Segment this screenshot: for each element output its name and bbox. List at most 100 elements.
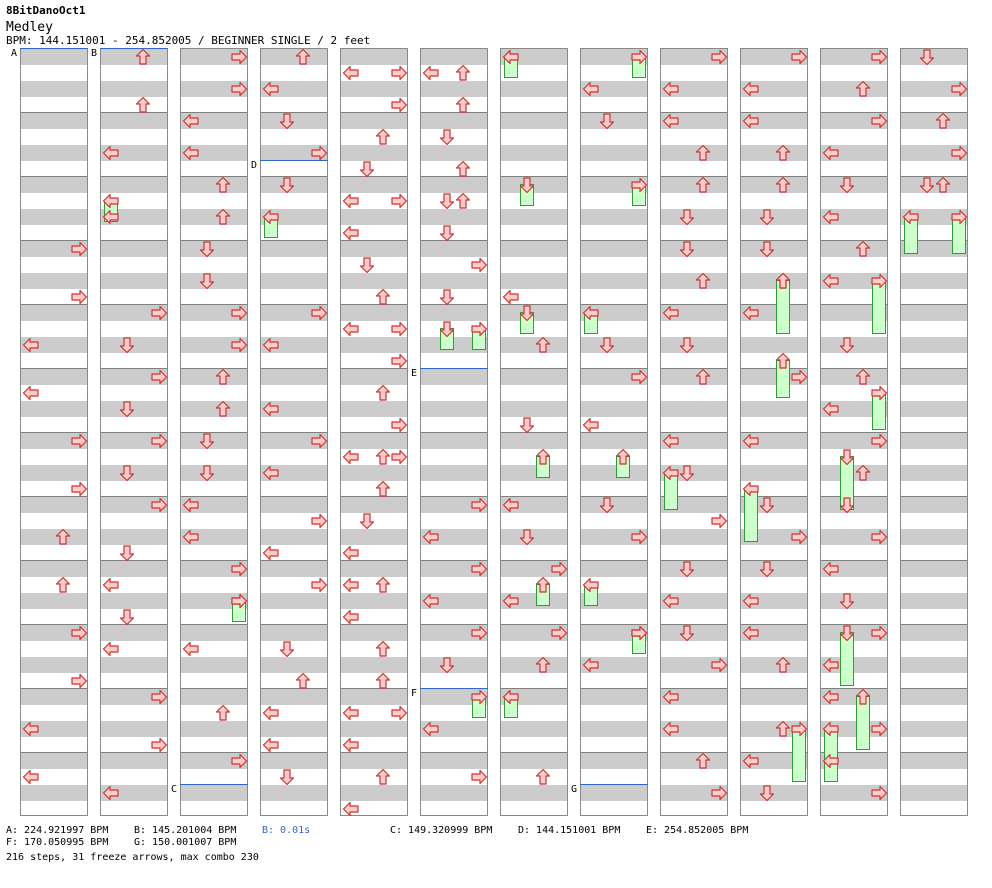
measure-line xyxy=(741,432,807,433)
arrow-down-icon xyxy=(439,225,455,242)
measure-line xyxy=(501,304,567,305)
arrow-left-icon xyxy=(822,273,839,289)
arrow-left-icon xyxy=(582,657,599,673)
measure-line xyxy=(501,560,567,561)
arrow-right-icon xyxy=(551,561,568,577)
measure-line xyxy=(181,240,247,241)
measure-line xyxy=(741,688,807,689)
measure-line xyxy=(661,176,727,177)
measure-line xyxy=(821,688,887,689)
arrow-right-icon xyxy=(871,625,888,641)
arrow-down-icon xyxy=(279,641,295,658)
arrow-up-icon xyxy=(375,288,391,305)
arrow-right-icon xyxy=(871,49,888,65)
measure-line xyxy=(821,560,887,561)
arrow-right-icon xyxy=(871,433,888,449)
arrow-left-icon xyxy=(182,145,199,161)
measure-line xyxy=(181,176,247,177)
arrow-left-icon xyxy=(262,465,279,481)
arrow-left-icon xyxy=(502,289,519,305)
measure-line xyxy=(421,624,487,625)
arrow-down-icon xyxy=(119,545,135,562)
arrow-right-icon xyxy=(391,65,408,81)
measure-line xyxy=(661,624,727,625)
measure-line xyxy=(741,368,807,369)
measure-line xyxy=(101,304,167,305)
arrow-left-icon xyxy=(22,337,39,353)
arrow-down-icon xyxy=(439,289,455,306)
arrow-left-icon xyxy=(182,497,199,513)
arrow-left-icon xyxy=(262,209,279,225)
arrow-up-icon xyxy=(375,128,391,145)
arrow-up-icon xyxy=(695,144,711,161)
arrow-right-icon xyxy=(151,433,168,449)
arrow-down-icon xyxy=(519,417,535,434)
measure-line xyxy=(21,752,87,753)
arrow-down-icon xyxy=(519,305,535,322)
measure-line xyxy=(581,624,647,625)
measure-line xyxy=(501,496,567,497)
arrow-up-icon xyxy=(375,448,391,465)
stop-b-label: B: 0.01s xyxy=(262,825,311,836)
arrow-down-icon xyxy=(119,401,135,418)
arrow-left-icon xyxy=(662,305,679,321)
arrow-left-icon xyxy=(342,577,359,593)
bpm-d-label: D: 144.151001 BPM xyxy=(518,825,621,836)
arrow-up-icon xyxy=(375,768,391,785)
bpm-f-label: F: 170.050995 BPM xyxy=(6,837,109,848)
chart-column xyxy=(900,48,968,816)
arrow-left-icon xyxy=(662,113,679,129)
arrow-left-icon xyxy=(582,577,599,593)
measure-line xyxy=(101,496,167,497)
arrow-left-icon xyxy=(342,193,359,209)
arrow-down-icon xyxy=(599,337,615,354)
arrow-right-icon xyxy=(71,481,88,497)
arrow-down-icon xyxy=(519,529,535,546)
arrow-right-icon xyxy=(471,625,488,641)
arrow-right-icon xyxy=(231,305,248,321)
arrow-down-icon xyxy=(279,113,295,130)
arrow-left-icon xyxy=(582,81,599,97)
measure-line xyxy=(581,304,647,305)
arrow-left-icon xyxy=(262,545,279,561)
arrow-down-icon xyxy=(679,561,695,578)
measure-line xyxy=(421,560,487,561)
arrow-right-icon xyxy=(71,241,88,257)
arrow-right-icon xyxy=(71,289,88,305)
chart-column xyxy=(740,48,808,816)
measure-line xyxy=(421,304,487,305)
arrow-up-icon xyxy=(775,720,791,737)
arrow-right-icon xyxy=(711,785,728,801)
arrow-down-icon xyxy=(839,449,855,466)
measure-line xyxy=(901,624,967,625)
measure-line xyxy=(101,176,167,177)
measure-line xyxy=(21,240,87,241)
arrow-left-icon xyxy=(342,449,359,465)
arrow-up-icon xyxy=(615,448,631,465)
arrow-right-icon xyxy=(231,753,248,769)
arrow-right-icon xyxy=(471,321,488,337)
measure-line xyxy=(581,496,647,497)
arrow-right-icon xyxy=(551,625,568,641)
arrow-up-icon xyxy=(455,160,471,177)
measure-line xyxy=(501,432,567,433)
arrow-up-icon xyxy=(855,80,871,97)
measure-line xyxy=(821,304,887,305)
measure-line xyxy=(741,240,807,241)
arrow-right-icon xyxy=(631,49,648,65)
arrow-right-icon xyxy=(311,513,328,529)
arrow-up-icon xyxy=(215,704,231,721)
arrow-right-icon xyxy=(471,561,488,577)
measure-line xyxy=(581,432,647,433)
arrow-left-icon xyxy=(262,81,279,97)
arrow-right-icon xyxy=(231,49,248,65)
arrow-right-icon xyxy=(471,257,488,273)
arrow-right-icon xyxy=(791,529,808,545)
arrow-up-icon xyxy=(855,240,871,257)
arrow-down-icon xyxy=(359,257,375,274)
arrow-down-icon xyxy=(519,177,535,194)
measure-line xyxy=(901,432,967,433)
arrow-up-icon xyxy=(375,576,391,593)
measure-line xyxy=(101,112,167,113)
arrow-right-icon xyxy=(311,577,328,593)
